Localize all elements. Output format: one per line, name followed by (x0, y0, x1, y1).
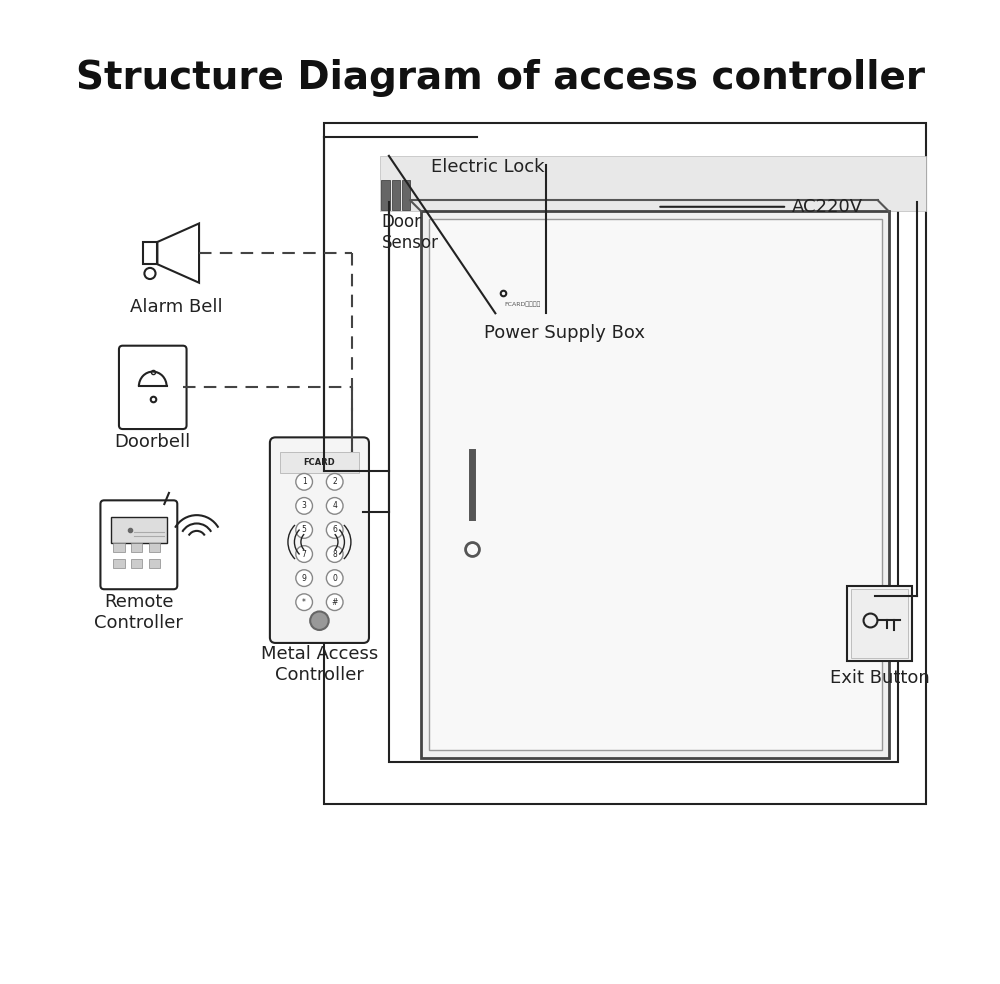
Circle shape (326, 570, 343, 586)
Bar (381, 180, 390, 210)
Text: Doorbell: Doorbell (115, 433, 191, 451)
Bar (389, 160, 898, 763)
Text: 1: 1 (302, 477, 307, 486)
Text: 4: 4 (332, 502, 337, 511)
Circle shape (326, 522, 343, 538)
Text: Exit Button: Exit Button (830, 669, 930, 687)
Circle shape (296, 546, 312, 563)
Text: 7: 7 (302, 549, 307, 559)
Circle shape (310, 611, 329, 630)
Circle shape (326, 546, 343, 563)
Text: 0: 0 (332, 574, 337, 583)
Bar (421, 212, 889, 758)
Text: 3: 3 (302, 502, 307, 511)
Circle shape (296, 594, 312, 610)
Polygon shape (616, 193, 653, 313)
Text: 2: 2 (332, 477, 337, 486)
Text: AC220V: AC220V (792, 198, 863, 215)
Circle shape (296, 570, 312, 586)
Bar (851, 589, 908, 657)
Text: Structure Diagram of access controller: Structure Diagram of access controller (76, 59, 924, 96)
Bar (392, 180, 400, 210)
Text: 9: 9 (302, 574, 307, 583)
Text: Metal Access
Controller: Metal Access Controller (261, 645, 378, 684)
Text: Power Supply Box: Power Supply Box (484, 325, 645, 342)
Text: *: * (302, 597, 306, 607)
Bar (113, 543, 125, 552)
FancyBboxPatch shape (847, 585, 912, 661)
Bar (280, 453, 359, 472)
Text: Electric Lock: Electric Lock (431, 157, 544, 176)
Circle shape (326, 473, 343, 490)
Text: 5: 5 (302, 525, 307, 534)
Circle shape (326, 594, 343, 610)
Text: 8: 8 (332, 549, 337, 559)
Bar (477, 230, 616, 313)
Bar (402, 180, 410, 210)
Bar (149, 543, 160, 552)
Bar (131, 559, 142, 568)
Bar (111, 517, 167, 543)
Bar (429, 218, 882, 751)
Text: 6: 6 (332, 525, 337, 534)
Bar (113, 559, 125, 568)
Bar (532, 262, 556, 278)
Bar (149, 559, 160, 568)
Text: Door
Sensor: Door Sensor (381, 214, 438, 252)
Circle shape (296, 473, 312, 490)
Text: FCARD: FCARD (304, 458, 335, 466)
Text: Remote
Controller: Remote Controller (94, 593, 183, 632)
Circle shape (326, 498, 343, 515)
Bar (131, 543, 142, 552)
Bar (380, 155, 926, 212)
Polygon shape (477, 193, 653, 230)
FancyBboxPatch shape (270, 437, 369, 643)
Text: #: # (332, 597, 338, 607)
Bar (143, 242, 157, 264)
Bar (324, 123, 926, 804)
Text: FCARD门禁电源: FCARD门禁电源 (505, 301, 541, 307)
Bar (532, 239, 556, 256)
Text: Alarm Bell: Alarm Bell (130, 297, 222, 316)
Circle shape (296, 522, 312, 538)
Circle shape (296, 498, 312, 515)
